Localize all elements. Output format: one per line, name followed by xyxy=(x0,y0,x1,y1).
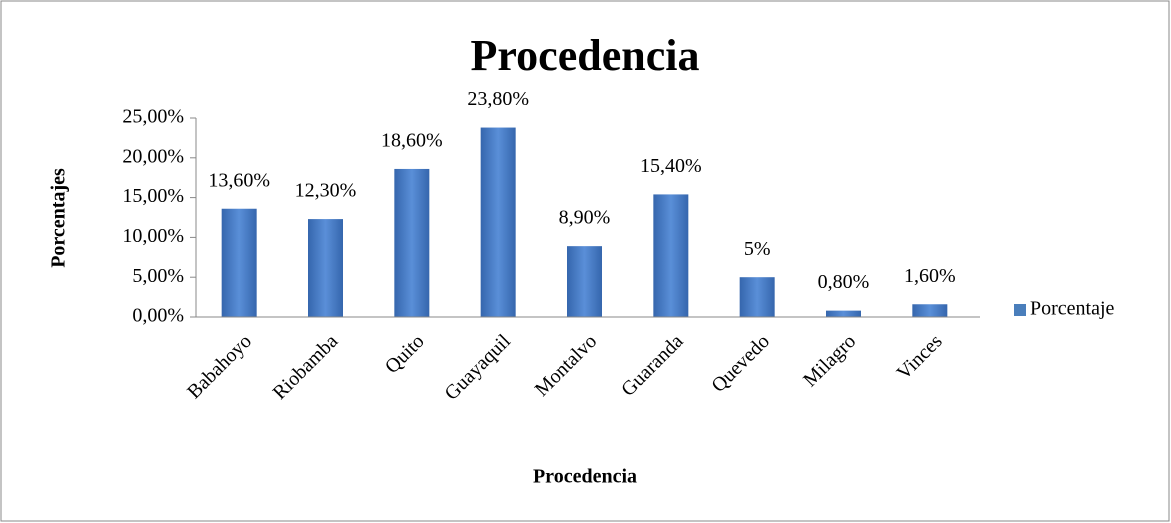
x-axis-label: Procedencia xyxy=(533,466,637,488)
legend-label: Porcentaje xyxy=(1030,298,1115,320)
y-tick-label: 5,00% xyxy=(132,265,184,287)
y-tick-label: 10,00% xyxy=(122,225,184,247)
bar xyxy=(221,208,257,317)
value-label: 0,80% xyxy=(818,271,870,293)
value-label: 18,60% xyxy=(381,130,443,152)
value-label: 1,60% xyxy=(904,265,956,287)
bar xyxy=(826,310,861,317)
bar xyxy=(480,127,516,317)
value-label: 8,90% xyxy=(559,207,611,229)
y-axis-label: Porcentajes xyxy=(48,168,70,268)
value-label: 5% xyxy=(744,238,771,260)
y-tick-label: 20,00% xyxy=(122,145,184,167)
bar xyxy=(394,168,430,317)
y-tick-label: 15,00% xyxy=(122,185,184,207)
bar xyxy=(308,219,343,317)
y-tick-label: 0,00% xyxy=(132,305,184,327)
value-label: 15,40% xyxy=(640,155,702,177)
bar xyxy=(739,277,775,317)
legend-swatch xyxy=(1014,304,1026,316)
bar xyxy=(653,194,689,317)
value-label: 13,60% xyxy=(208,169,270,191)
chart-title: Procedencia xyxy=(471,31,700,80)
value-label: 23,80% xyxy=(467,88,529,110)
value-label: 12,30% xyxy=(295,180,357,202)
bar xyxy=(567,246,602,317)
y-tick-label: 25,00% xyxy=(122,106,184,128)
bar xyxy=(912,304,948,317)
